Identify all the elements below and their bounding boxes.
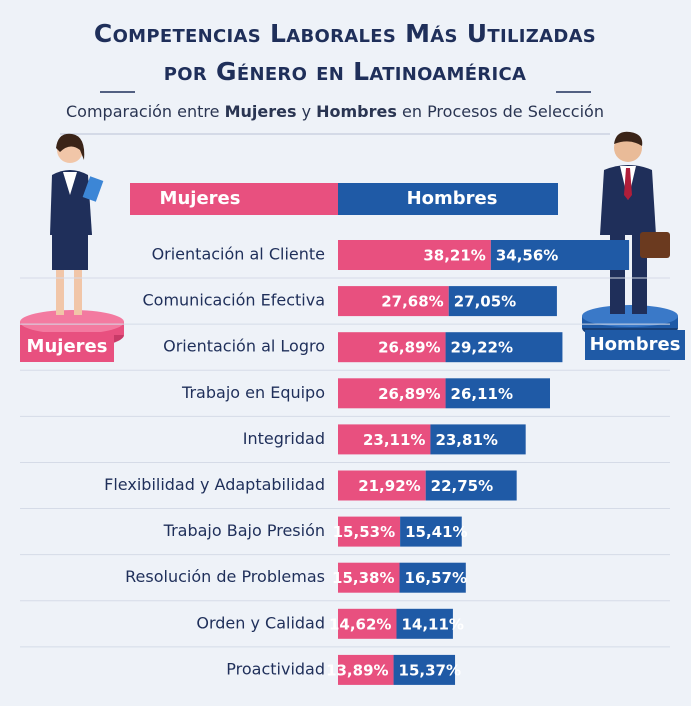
bar-segment — [338, 240, 491, 270]
bar-segment — [430, 424, 526, 455]
bar-segment — [448, 286, 557, 317]
subtitle-part: en Procesos de Selección — [397, 102, 604, 121]
category-label: Orden y Calidad — [196, 613, 325, 632]
category-label: Trabajo Bajo Presión — [163, 521, 325, 540]
value-label: 27,68% — [381, 293, 443, 311]
category-label: Comunicación Efectiva — [142, 291, 325, 310]
bar-segment — [445, 378, 550, 409]
bar-segment — [445, 332, 563, 363]
bar-segment — [338, 424, 431, 455]
subtitle-part: Comparación entre — [66, 102, 225, 121]
subtitle: Comparación entre Mujeres y Hombres en P… — [66, 102, 604, 121]
value-label: 26,11% — [451, 385, 513, 403]
value-label: 29,22% — [451, 339, 513, 357]
bar-segment — [338, 562, 400, 593]
man-illustration — [582, 131, 678, 340]
legend-box — [20, 332, 114, 362]
category-label: Trabajo en Equipo — [181, 383, 325, 402]
bar-segment — [338, 332, 446, 363]
bar-segment — [338, 286, 449, 317]
bar-segment — [396, 608, 453, 639]
subtitle-part: Hombres — [316, 102, 397, 121]
legend-label: Mujeres — [160, 188, 241, 209]
value-label: 14,62% — [329, 615, 391, 633]
value-label: 38,21% — [423, 247, 485, 265]
chart-title: por Género en Latinoamérica — [164, 57, 526, 86]
legend-box — [585, 330, 685, 360]
subtitle-part: Mujeres — [225, 102, 297, 121]
bar-segment — [490, 240, 630, 270]
bar-segment — [338, 516, 401, 547]
value-label: 23,81% — [435, 431, 497, 449]
bar-segment — [400, 516, 462, 547]
bar-segment — [338, 608, 397, 639]
value-label: 23,11% — [363, 431, 425, 449]
bar-segment — [399, 562, 466, 593]
value-label: 16,57% — [405, 569, 467, 587]
value-label: 15,41% — [405, 523, 467, 541]
value-label: 26,89% — [378, 339, 440, 357]
value-label: 13,89% — [326, 661, 388, 679]
bar-segment — [393, 654, 456, 685]
chart-title: Competencias Laborales Más Utilizadas — [94, 19, 596, 48]
category-label: Proactividad — [226, 659, 325, 678]
value-label: 15,38% — [332, 569, 394, 587]
bar-segment — [425, 470, 517, 501]
category-label: Integridad — [243, 429, 325, 448]
value-label: 15,37% — [399, 661, 461, 679]
category-label: Resolución de Problemas — [125, 567, 325, 586]
value-label: 27,05% — [454, 293, 516, 311]
value-label: 26,89% — [378, 385, 440, 403]
value-label: 21,92% — [358, 477, 420, 495]
value-label: 15,53% — [333, 523, 395, 541]
value-label: 22,75% — [431, 477, 493, 495]
legend-box — [130, 183, 338, 215]
category-label: Flexibilidad y Adaptabilidad — [104, 475, 325, 494]
category-label: Orientación al Cliente — [152, 245, 325, 264]
value-label: 14,11% — [401, 615, 463, 633]
legend-label: Hombres — [590, 334, 681, 355]
legend-label: Hombres — [407, 188, 498, 209]
bar-segment — [338, 654, 394, 685]
category-label: Orientación al Logro — [163, 337, 325, 356]
value-label: 34,56% — [496, 247, 558, 265]
legend-label: Mujeres — [27, 336, 108, 357]
subtitle-part: y — [296, 102, 316, 121]
bar-segment — [338, 378, 446, 409]
bar-segment — [338, 470, 426, 501]
legend-box — [338, 183, 558, 215]
